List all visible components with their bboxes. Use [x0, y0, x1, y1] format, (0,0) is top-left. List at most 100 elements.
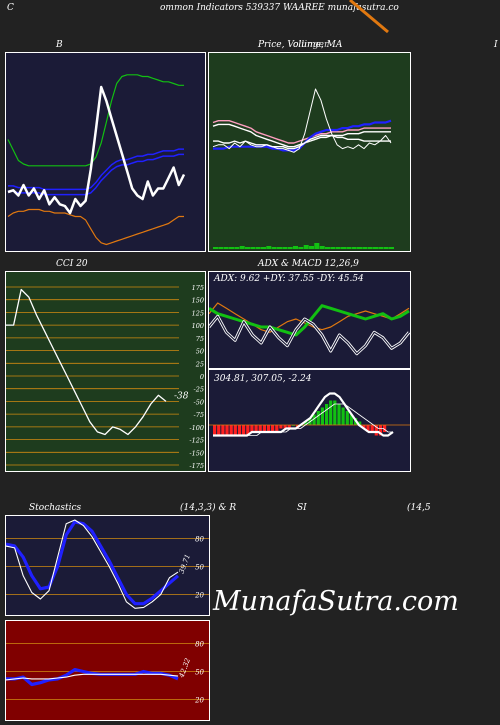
macd-histogram-bar — [333, 400, 337, 425]
cci-tick-label: -125 — [189, 437, 204, 445]
macd-histogram-bar — [233, 425, 237, 436]
cci-tick-label: -150 — [189, 449, 204, 457]
title-bollinger: B — [56, 40, 63, 50]
macd-histogram-bar — [325, 404, 329, 425]
macd-histogram-bar — [221, 425, 225, 436]
rsi-tick-label: 80 — [195, 641, 204, 649]
macd-chart — [209, 392, 410, 437]
macd-histogram-bar — [312, 414, 316, 425]
cci-tick-label: -75 — [194, 411, 204, 419]
volume-bar — [335, 247, 341, 249]
macd-histogram-bar — [304, 421, 308, 425]
macd-histogram-bar — [329, 400, 333, 425]
header-title: ommon Indicators 539337 WAAREE munafasut… — [160, 3, 399, 13]
macd-histogram-bar — [283, 425, 287, 429]
header-decoration — [349, 0, 389, 34]
title-stoch-mid: (14,3,3) & R — [180, 503, 237, 513]
volume-bar — [314, 243, 320, 249]
macd-histogram-bar — [250, 425, 254, 432]
macd-readout: 304.81, 307.05, -2.24 — [214, 374, 312, 384]
macd-histogram-bar — [217, 425, 221, 436]
volume-bar — [351, 247, 357, 249]
volume-bar — [346, 247, 352, 249]
volume-bar — [357, 247, 362, 249]
rsi-panel: 80 50 20 42.32 — [5, 620, 210, 721]
cci-tick-label: 150 — [192, 297, 204, 305]
macd-histogram-bar — [358, 421, 362, 425]
macd-histogram-bar — [345, 411, 349, 425]
price-chart — [212, 88, 394, 249]
macd-histogram-bar — [370, 425, 374, 432]
stochastics-chart: 80 50 20 39.71 — [6, 519, 209, 609]
stoch-tick-label: 20 — [194, 591, 204, 599]
macd-histogram-bar — [337, 404, 341, 425]
macd-histogram-bar — [213, 425, 217, 436]
volume-bar — [309, 246, 314, 249]
cci-tick-label: 175 — [192, 284, 204, 292]
macd-histogram-bar — [242, 425, 246, 436]
volume-bar — [250, 247, 256, 249]
macd-histogram-bar — [362, 425, 366, 429]
cci-tick-label: -100 — [189, 424, 204, 432]
title-stoch-left: Stochastics — [29, 503, 82, 513]
stoch-tick-label: 50 — [195, 564, 204, 572]
cci-panel: 175 150 125 100 75 50 25 0 -25 -50 -75 -100 -125 -150… — [5, 271, 206, 472]
macd-panel: 304.81, 307.05, -2.24 — [208, 369, 411, 472]
macd-histogram-bar — [237, 425, 242, 436]
bollinger-price-line — [7, 85, 186, 215]
volume-bar — [271, 247, 277, 249]
bollinger-panel — [5, 52, 206, 252]
volume-bar — [218, 247, 224, 249]
adx-panel: ADX: 9.62 +DY: 37.55 -DY: 45.54 — [208, 271, 411, 369]
stoch-d-line — [6, 520, 180, 606]
macd-histogram-bar — [341, 407, 345, 425]
macd-histogram-bar — [320, 407, 324, 425]
cci-tick-label: 125 — [192, 309, 204, 317]
volume-bar — [373, 247, 378, 249]
volume-bar — [261, 247, 266, 249]
title-rsi: SI — [297, 503, 307, 513]
volume-bar — [362, 247, 368, 249]
cci-chart: 175 150 125 100 75 50 25 0 -25 -50 -75 -100 -125 -150… — [6, 284, 204, 470]
rsi-rsi-ma-line — [6, 673, 179, 681]
macd-histogram-bar — [383, 425, 387, 432]
cci-line — [6, 288, 167, 436]
macd-histogram-bar — [275, 425, 279, 432]
brand-watermark: MunafaSutra.com — [213, 586, 459, 617]
volume-bar — [277, 247, 282, 249]
volume-bar — [389, 247, 394, 249]
macd-histogram-bar — [262, 425, 266, 432]
adx-chart — [209, 302, 410, 356]
price-band-white-line — [213, 134, 391, 150]
cci-tick-label: -175 — [189, 462, 204, 470]
volume-bar — [378, 247, 384, 249]
title-adx: ADX & MACD 12,26,9 — [258, 259, 359, 269]
macd-histogram-bar — [266, 425, 271, 432]
volume-bar — [266, 246, 272, 249]
cci-tick-label: 75 — [196, 335, 204, 343]
bollinger-chart — [7, 74, 186, 246]
macd-histogram-bar — [225, 425, 229, 436]
title-cci: CCI 20 — [56, 259, 88, 269]
price-panel — [208, 52, 411, 252]
macd-histogram-bar — [271, 425, 275, 432]
volume-bar — [367, 247, 373, 249]
macd-signal-line — [213, 403, 393, 436]
adx-line-inner — [209, 315, 410, 355]
volume-bar — [293, 246, 298, 249]
volume-bar — [229, 247, 234, 249]
volume-bar — [287, 247, 293, 249]
cci-tick-label: 100 — [192, 322, 204, 330]
bollinger-upper-line — [7, 74, 184, 167]
bollinger-middle-line-top — [8, 148, 184, 191]
adx-readout: ADX: 9.62 +DY: 37.55 -DY: 45.54 — [214, 274, 364, 284]
macd-histogram-bar — [258, 425, 262, 432]
cci-tick-label: 25 — [195, 360, 204, 368]
volume-bar — [298, 247, 304, 249]
rsi-chart: 80 50 20 42.32 — [6, 641, 209, 704]
volume-bar — [383, 247, 389, 249]
volume-bar — [282, 247, 288, 249]
rsi-tick-label: 20 — [194, 696, 204, 704]
bollinger-lower-line — [7, 208, 184, 246]
header-left: C — [7, 3, 14, 13]
